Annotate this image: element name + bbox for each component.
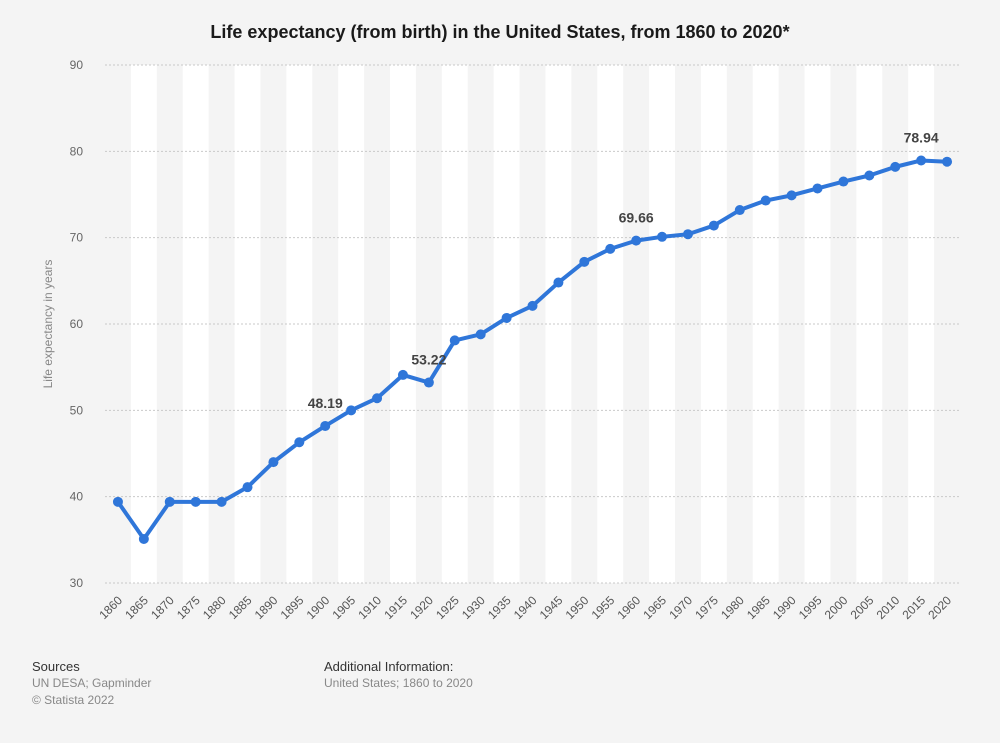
data-point xyxy=(527,300,538,311)
data-point xyxy=(372,393,383,404)
data-point xyxy=(190,496,201,507)
x-tick-label: 1990 xyxy=(770,593,799,622)
data-point xyxy=(657,231,668,242)
data-point xyxy=(786,190,797,201)
y-tick-label: 80 xyxy=(70,144,84,158)
column-band xyxy=(182,65,209,583)
data-point xyxy=(501,312,512,323)
sources-block: Sources UN DESA; Gapminder © Statista 20… xyxy=(32,658,151,709)
additional-info-heading: Additional Information: xyxy=(324,659,454,674)
y-axis-label: Life expectancy in years xyxy=(41,260,55,389)
chart-title: Life expectancy (from birth) in the Unit… xyxy=(210,22,790,42)
copyright-text: © Statista 2022 xyxy=(32,693,115,707)
x-tick-label: 2000 xyxy=(822,593,851,622)
y-tick-label: 40 xyxy=(70,490,84,504)
data-labels: 48.19 53.22 69.66 78.94 xyxy=(308,129,939,410)
x-tick-label: 2005 xyxy=(848,593,877,622)
y-tick-label: 90 xyxy=(70,58,84,72)
x-tick-label: 1980 xyxy=(718,593,747,622)
x-tick-label: 2020 xyxy=(925,593,954,622)
y-tick-label: 30 xyxy=(70,576,84,590)
y-tick-label: 60 xyxy=(70,317,84,331)
x-tick-label: 1985 xyxy=(744,593,773,622)
data-point xyxy=(423,377,434,388)
data-point xyxy=(916,155,927,166)
data-point xyxy=(812,183,823,194)
x-tick-label: 1905 xyxy=(329,593,358,622)
x-tick-label: 2015 xyxy=(899,593,928,622)
data-point xyxy=(475,329,486,340)
x-tick-label: 1875 xyxy=(174,593,203,622)
x-tick-label: 1880 xyxy=(200,593,229,622)
sources-heading: Sources xyxy=(32,659,80,674)
x-tick-label: 1970 xyxy=(666,593,695,622)
grid-lines xyxy=(105,64,960,584)
data-point xyxy=(890,161,901,172)
x-tick-label: 1950 xyxy=(563,593,592,622)
x-tick-label: 1910 xyxy=(355,593,384,622)
data-point xyxy=(760,195,771,206)
x-tick-label: 1945 xyxy=(537,593,566,622)
data-point xyxy=(605,243,616,254)
x-tick-label: 1955 xyxy=(589,593,618,622)
x-tick-label: 1915 xyxy=(381,593,410,622)
y-tick-label: 50 xyxy=(70,403,84,417)
data-point xyxy=(631,235,642,246)
x-tick-label: 1920 xyxy=(407,593,436,622)
data-point xyxy=(294,437,305,448)
data-point xyxy=(682,229,693,240)
data-point xyxy=(268,457,279,468)
x-tick-label: 1965 xyxy=(640,593,669,622)
data-point xyxy=(216,496,227,507)
x-tick-label: 1895 xyxy=(278,593,307,622)
x-tick-label: 1900 xyxy=(304,593,333,622)
data-label: 69.66 xyxy=(619,210,654,226)
sources-text: UN DESA; Gapminder xyxy=(32,676,152,690)
data-point xyxy=(579,256,590,267)
column-band xyxy=(130,65,157,583)
x-tick-label: 1885 xyxy=(226,593,255,622)
data-point xyxy=(397,369,408,380)
x-tick-label: 1940 xyxy=(511,593,540,622)
data-label: 48.19 xyxy=(308,395,343,411)
data-point xyxy=(864,170,875,181)
data-point xyxy=(553,277,564,288)
x-tick-label: 1865 xyxy=(122,593,151,622)
data-points xyxy=(112,155,953,544)
data-point xyxy=(320,420,331,431)
x-tick-label: 1935 xyxy=(485,593,514,622)
additional-info-text: United States; 1860 to 2020 xyxy=(324,676,473,690)
x-tick-label: 1925 xyxy=(433,593,462,622)
x-tick-label: 1870 xyxy=(148,593,177,622)
y-tick-label: 70 xyxy=(70,231,84,245)
data-point xyxy=(138,533,149,544)
additional-info-block: Additional Information: United States; 1… xyxy=(324,658,473,692)
data-point xyxy=(164,496,175,507)
data-label: 78.94 xyxy=(904,129,939,145)
data-point xyxy=(242,482,253,493)
data-point xyxy=(112,496,123,507)
x-tick-label: 1930 xyxy=(459,593,488,622)
x-tick-label: 1975 xyxy=(692,593,721,622)
data-point xyxy=(942,156,953,167)
y-axis-ticks: 30 40 50 60 70 80 90 xyxy=(70,58,84,590)
data-point xyxy=(734,205,745,216)
x-tick-label: 1960 xyxy=(614,593,643,622)
data-point xyxy=(449,335,460,346)
x-tick-label: 1995 xyxy=(796,593,825,622)
data-point xyxy=(346,405,357,416)
x-tick-label: 1890 xyxy=(252,593,281,622)
x-tick-label: 2010 xyxy=(874,593,903,622)
data-label: 53.22 xyxy=(411,352,446,368)
data-point xyxy=(838,176,849,187)
x-axis-ticks: 1860186518701875188018851890189519001905… xyxy=(96,593,954,622)
data-point xyxy=(708,220,719,231)
x-tick-label: 1860 xyxy=(96,593,125,622)
